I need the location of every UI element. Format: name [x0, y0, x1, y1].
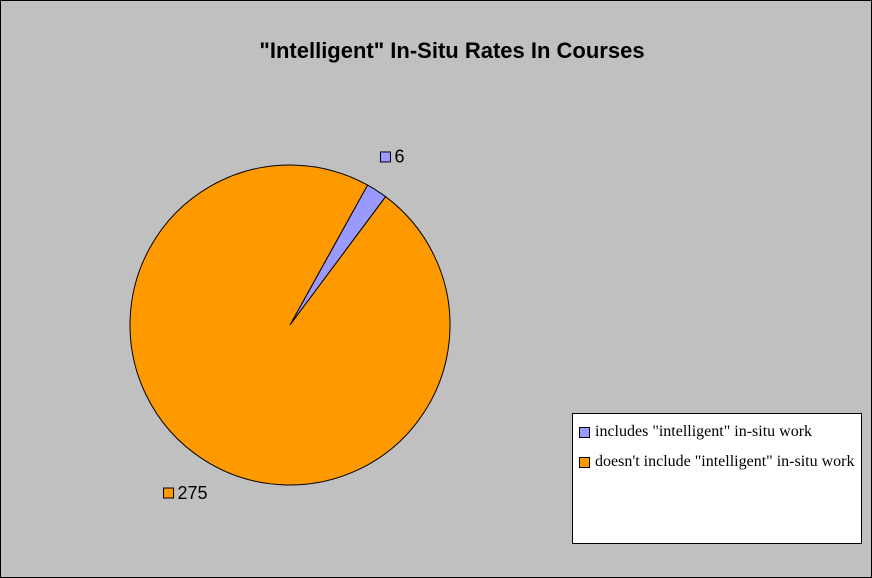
label-swatch [379, 151, 391, 163]
legend-entry: includes "intelligent" in-situ work [579, 420, 857, 444]
data-label: 6 [394, 147, 404, 167]
legend-swatch [579, 457, 590, 468]
label-swatch [163, 487, 175, 499]
legend-swatch [579, 427, 590, 438]
legend-entry: doesn't include "intelligent" in-situ wo… [579, 450, 857, 474]
legend-label: doesn't include "intelligent" in-situ wo… [595, 453, 855, 470]
legend-label: includes "intelligent" in-situ work [595, 423, 813, 440]
legend: includes "intelligent" in-situ work doesn… [572, 413, 862, 544]
pie-slice [129, 164, 451, 486]
data-label: 275 [178, 483, 208, 503]
chart-title: "Intelligent" In-Situ Rates In Courses [259, 38, 644, 63]
